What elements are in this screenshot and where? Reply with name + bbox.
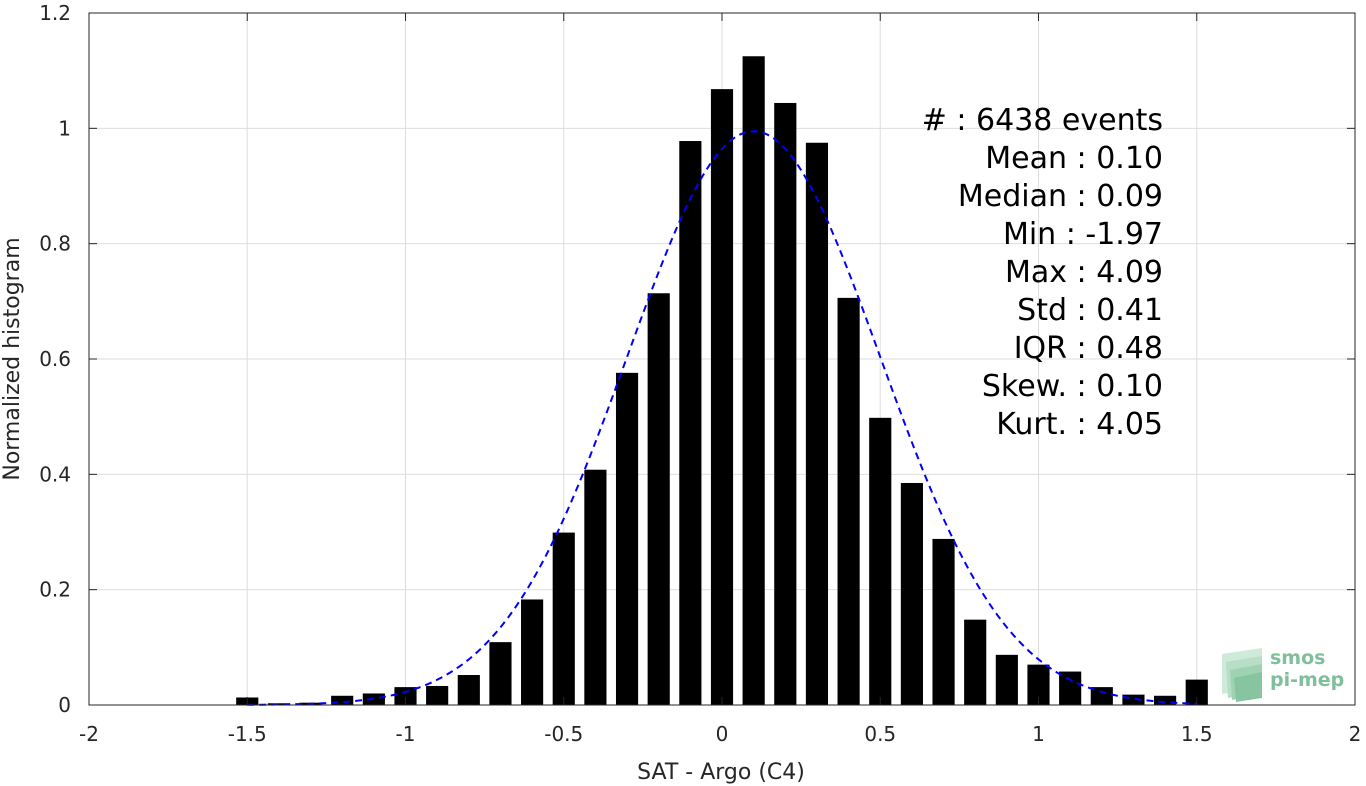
histogram-bar xyxy=(837,297,860,705)
histogram-bar xyxy=(1027,664,1050,705)
histogram-bar xyxy=(1185,679,1208,705)
y-tick-label: 0 xyxy=(58,693,71,717)
histogram-bar xyxy=(932,538,955,705)
y-axis-ticks: 0 0.2 0.4 0.6 0.8 1 1.2 xyxy=(39,1,1355,717)
stat-line: IQR : 0.48 xyxy=(1014,331,1163,366)
histogram-bar xyxy=(552,532,575,705)
histogram-bar xyxy=(394,687,417,705)
histogram-bar xyxy=(1122,694,1145,705)
x-tick-label: 0 xyxy=(716,722,729,746)
stat-line: Mean : 0.10 xyxy=(985,141,1163,176)
y-tick-label: 0.2 xyxy=(39,578,71,602)
histogram-bar xyxy=(1059,671,1082,705)
stat-line: Median : 0.09 xyxy=(958,179,1163,214)
gaussian-fit-curve xyxy=(247,130,1197,706)
y-tick-label: 1.2 xyxy=(39,1,71,25)
histogram-bar xyxy=(489,642,512,705)
smos-pi-mep-logo: smos pi-mep xyxy=(1222,647,1344,702)
histogram-bar xyxy=(742,56,765,705)
stat-line: Max : 4.09 xyxy=(1005,255,1163,290)
stat-line: Min : -1.97 xyxy=(1003,217,1163,252)
histogram-bar xyxy=(900,482,923,705)
stat-line: # : 6438 events xyxy=(922,103,1163,138)
y-axis-label: Normalized histogram xyxy=(0,237,25,480)
x-tick-label: 2 xyxy=(1349,722,1362,746)
histogram-bar xyxy=(457,675,480,705)
histogram-bar xyxy=(995,654,1018,705)
x-axis-label: SAT - Argo (C4) xyxy=(637,760,805,785)
histogram-bar xyxy=(1090,687,1113,705)
histogram-bar xyxy=(615,372,639,705)
x-tick-label: -0.5 xyxy=(544,722,583,746)
histogram-bar xyxy=(521,599,544,705)
stat-line: Std : 0.41 xyxy=(1017,293,1163,328)
y-tick-label: 1 xyxy=(58,116,71,140)
histogram-bar xyxy=(584,469,607,705)
x-axis-ticks: -2 -1.5 -1 -0.5 0 0.5 1 1.5 2 xyxy=(79,13,1361,746)
histogram-bar xyxy=(774,102,797,705)
histogram-bar xyxy=(426,685,449,705)
x-tick-label: 1 xyxy=(1032,722,1045,746)
logo-text-smos: smos xyxy=(1270,647,1325,669)
stat-line: Skew. : 0.10 xyxy=(982,369,1163,404)
histogram-bar xyxy=(331,695,354,705)
y-tick-label: 0.6 xyxy=(39,347,71,371)
histogram-bars xyxy=(236,56,1208,706)
y-tick-label: 0.8 xyxy=(39,232,71,256)
x-tick-label: 0.5 xyxy=(864,722,896,746)
histogram-bar xyxy=(710,89,734,706)
histogram-bar xyxy=(647,293,670,705)
x-tick-label: -2 xyxy=(79,722,99,746)
logo-text-pi-mep: pi-mep xyxy=(1270,669,1344,691)
x-tick-label: -1 xyxy=(396,722,416,746)
histogram-bar xyxy=(869,417,892,705)
x-tick-label: 1.5 xyxy=(1181,722,1213,746)
logo-waves-icon xyxy=(1222,648,1262,702)
histogram-bar xyxy=(805,142,829,705)
histogram-bar xyxy=(1154,695,1177,705)
y-tick-label: 0.4 xyxy=(39,462,71,486)
histogram-bar xyxy=(267,703,290,705)
histogram-bar xyxy=(679,141,702,705)
x-tick-label: -1.5 xyxy=(228,722,267,746)
histogram-bar xyxy=(964,619,987,705)
stat-line: Kurt. : 4.05 xyxy=(996,407,1163,442)
